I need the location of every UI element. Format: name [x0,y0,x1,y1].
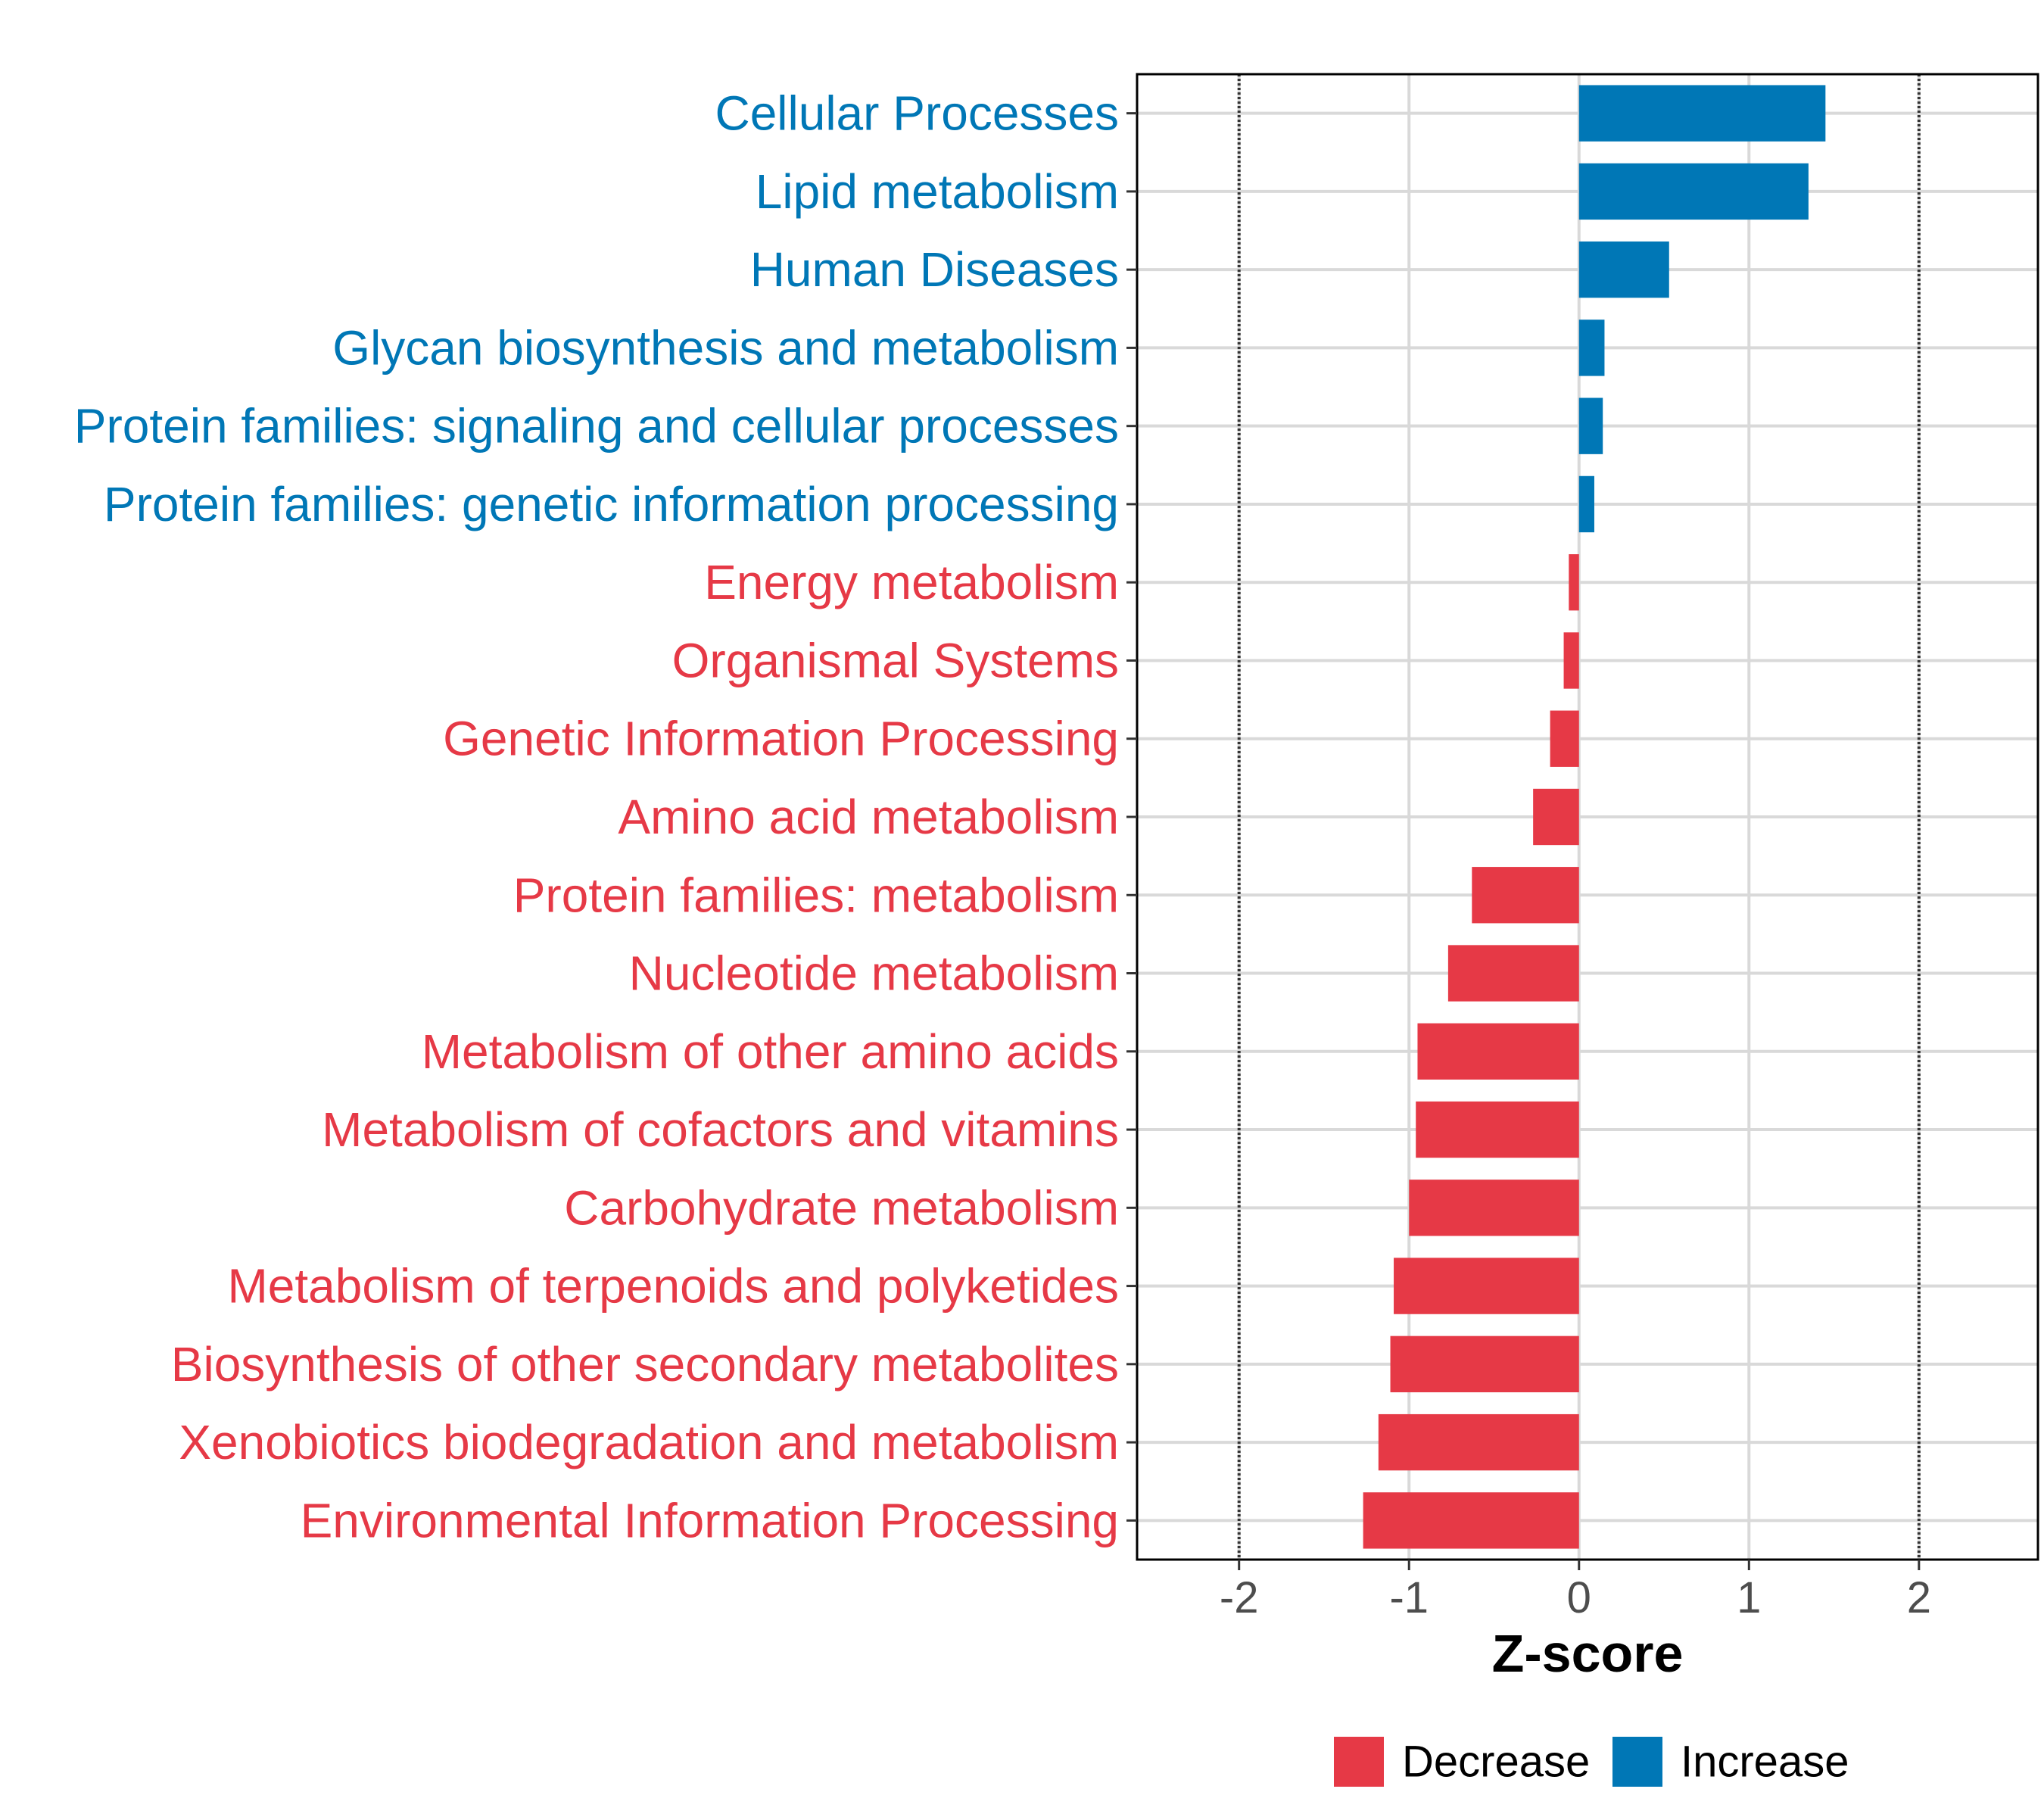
bar [1569,554,1579,611]
category-label: Environmental Information Processing [301,1493,1119,1547]
legend-label: Decrease [1402,1738,1590,1787]
x-tick-label: 0 [1567,1573,1591,1622]
bar [1363,1492,1579,1549]
bar [1578,241,1669,298]
category-label: Protein families: signaling and cellular… [74,399,1119,453]
y-axis-ticks [1126,112,1137,1522]
category-label: Organismal Systems [672,633,1119,687]
category-label: Amino acid metabolism [618,790,1119,844]
category-label: Genetic Information Processing [443,712,1119,766]
reference-lines [1237,74,1921,1560]
bar [1578,85,1826,142]
bar [1378,1413,1579,1471]
x-tick-label: 1 [1737,1573,1761,1622]
category-label: Lipid metabolism [756,164,1119,219]
category-label: Protein families: metabolism [513,868,1119,922]
bar [1416,1101,1579,1158]
bar [1409,1180,1579,1236]
bar [1578,319,1605,376]
bars [1363,85,1826,1549]
bar [1472,867,1579,924]
bar [1550,710,1579,767]
category-label: Metabolism of cofactors and vitamins [322,1102,1119,1157]
x-tick-label: -2 [1220,1573,1259,1622]
category-label: Nucleotide metabolism [629,946,1119,1001]
x-axis-ticks: -2 -1 0 1 2 [1220,1560,1931,1622]
category-label: Glycan biosynthesis and metabolism [332,320,1119,375]
x-tick-label: -1 [1389,1573,1429,1622]
x-axis-title: Z-score [1492,1624,1684,1683]
category-label: Xenobiotics biodegradation and metabolis… [179,1415,1119,1469]
legend-key-increase [1612,1737,1662,1787]
bar [1417,1023,1579,1080]
bar [1578,163,1809,220]
legend-key-decrease [1334,1737,1384,1787]
bar [1394,1258,1579,1314]
bar [1390,1335,1579,1393]
legend: Decrease Increase [1334,1737,1849,1787]
category-label: Energy metabolism [704,555,1119,609]
category-labels: Cellular Processes Lipid metabolism Human … [74,86,1119,1548]
bar [1578,475,1594,533]
category-label: Human Diseases [750,242,1119,297]
bar [1578,397,1603,454]
category-label: Carbohydrate metabolism [564,1180,1119,1235]
grid-lines [1137,74,2038,1560]
legend-label: Increase [1681,1738,1849,1787]
bar [1563,632,1579,689]
category-label: Metabolism of other amino acids [422,1024,1119,1079]
category-label: Metabolism of terpenoids and polyketides [227,1259,1119,1314]
bar [1533,788,1579,846]
category-label: Cellular Processes [715,86,1119,141]
category-label: Protein families: genetic information pr… [104,477,1119,531]
x-tick-label: 2 [1907,1573,1931,1622]
category-label: Biosynthesis of other secondary metaboli… [171,1337,1119,1392]
bar [1447,945,1579,1002]
